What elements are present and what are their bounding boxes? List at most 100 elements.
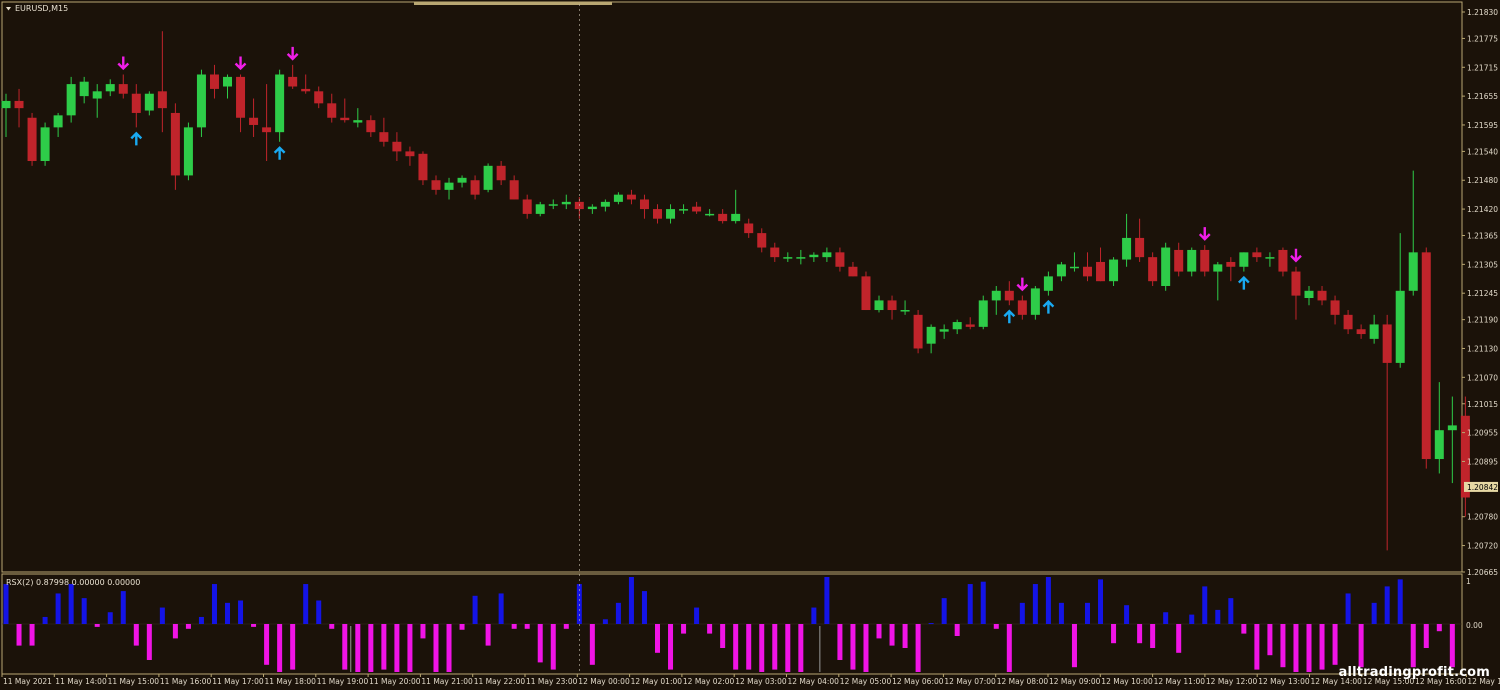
- bear-candle-body: [1421, 252, 1431, 460]
- candle: [262, 84, 272, 162]
- time-tick-label: 12 May 03:00: [735, 677, 787, 686]
- bull-candle-body: [952, 322, 962, 330]
- bull-candle-body: [731, 213, 741, 222]
- rsx-bar: [1267, 624, 1273, 656]
- bear-candle-body: [340, 117, 350, 121]
- candle: [991, 285, 1001, 315]
- price-axis: 1.21830 1.21775 1.21715 1.21655 1.21595 1.215…: [1462, 8, 1498, 577]
- candle: [613, 192, 623, 205]
- rsx-bar: [1084, 602, 1090, 624]
- rsx-bar: [733, 624, 739, 670]
- bull-candle-body: [587, 206, 597, 210]
- candle: [952, 319, 962, 335]
- watermark-text: alltradingprofit.com: [1338, 665, 1490, 680]
- bear-candle-body: [1460, 415, 1470, 498]
- rsx-bar: [172, 624, 178, 639]
- candle: [1317, 285, 1327, 306]
- candle: [1056, 261, 1066, 282]
- bear-candle-body: [118, 84, 128, 94]
- price-tick-label: 1.21715: [1467, 63, 1498, 72]
- candle: [965, 317, 975, 330]
- rsx-bar: [1124, 605, 1130, 624]
- buy-arrow-icon: [1003, 309, 1016, 324]
- time-tick-label: 12 May 12:00: [1206, 677, 1258, 686]
- bear-candle-body: [639, 199, 649, 210]
- rsx-bar: [615, 602, 621, 624]
- bull-candle-body: [53, 115, 63, 128]
- rsx-bar: [407, 624, 413, 672]
- candle: [900, 300, 910, 315]
- bull-candle-body: [561, 201, 571, 205]
- price-tick-label: 1.21245: [1467, 289, 1498, 298]
- bear-candle-body: [14, 100, 24, 109]
- candle: [809, 252, 819, 262]
- time-tick-label: 11 May 18:00: [265, 677, 317, 686]
- candle: [1304, 285, 1314, 306]
- bull-candle-body: [796, 257, 806, 259]
- rsx-bar: [1032, 584, 1038, 624]
- price-tick-label: 1.20955: [1467, 429, 1498, 438]
- sell-arrow-icon: [1198, 227, 1211, 241]
- candle: [275, 69, 285, 142]
- candle: [470, 175, 480, 200]
- rsx-bar: [876, 624, 882, 639]
- bull-candle-body: [1447, 425, 1457, 431]
- current-price-label: 1.20842: [1467, 483, 1498, 492]
- candle: [926, 324, 936, 354]
- candle: [327, 93, 337, 123]
- candle: [1239, 252, 1249, 272]
- candle: [913, 310, 923, 354]
- bear-candle-body: [1226, 261, 1236, 267]
- candle: [705, 209, 715, 217]
- candle: [444, 177, 454, 200]
- bull-candle-body: [275, 74, 285, 133]
- rsx-bar: [641, 591, 647, 624]
- bear-candle-body: [27, 117, 37, 162]
- time-tick-label: 12 May 07:00: [944, 677, 996, 686]
- candle: [249, 98, 259, 137]
- price-tick-label: 1.20665: [1467, 568, 1498, 577]
- rsx-bar: [1280, 624, 1286, 668]
- candle: [1395, 233, 1405, 368]
- bull-candle-body: [822, 252, 832, 258]
- bear-candle-body: [626, 194, 636, 200]
- candle: [1161, 242, 1171, 291]
- bull-candle-body: [223, 76, 233, 87]
- rsx-bar: [915, 624, 921, 672]
- rsx-bar: [550, 624, 556, 670]
- window-menu-triangle-icon[interactable]: [6, 7, 11, 11]
- candle: [861, 271, 871, 311]
- candle: [561, 194, 571, 210]
- rsx-bar: [837, 624, 843, 660]
- bull-candle-body: [144, 93, 154, 111]
- bear-candle-body: [1382, 324, 1392, 363]
- rsx-bar: [1019, 602, 1025, 624]
- bear-candle-body: [418, 153, 428, 181]
- price-tick-label: 1.21305: [1467, 260, 1498, 269]
- price-tick-label: 1.21595: [1467, 121, 1498, 130]
- time-tick-label: 12 May 11:00: [1154, 677, 1206, 686]
- candle: [1030, 285, 1040, 320]
- bear-candle-body: [757, 233, 767, 248]
- arrow-shape: [1042, 299, 1055, 314]
- candle: [639, 194, 649, 219]
- bull-candle-body: [783, 257, 793, 259]
- time-tick-label: 12 May 15:00: [1363, 677, 1415, 686]
- bull-candle-body: [991, 290, 1001, 301]
- rsx-bar: [746, 624, 752, 670]
- rsx-bar: [381, 624, 387, 670]
- bear-candle-body: [887, 300, 897, 311]
- bull-candle-body: [978, 300, 988, 327]
- bear-candle-body: [913, 314, 923, 349]
- bear-candle-body: [509, 180, 519, 200]
- bear-candle-body: [314, 91, 324, 104]
- scroll-position-bar[interactable]: [414, 2, 612, 5]
- bear-candle-body: [405, 151, 415, 157]
- candle: [835, 247, 845, 272]
- bull-candle-body: [548, 204, 558, 206]
- rsx-bar: [1332, 624, 1338, 665]
- price-tick-label: 1.21540: [1467, 147, 1498, 156]
- rsx-bar: [198, 616, 204, 624]
- bull-candle-body: [40, 127, 50, 162]
